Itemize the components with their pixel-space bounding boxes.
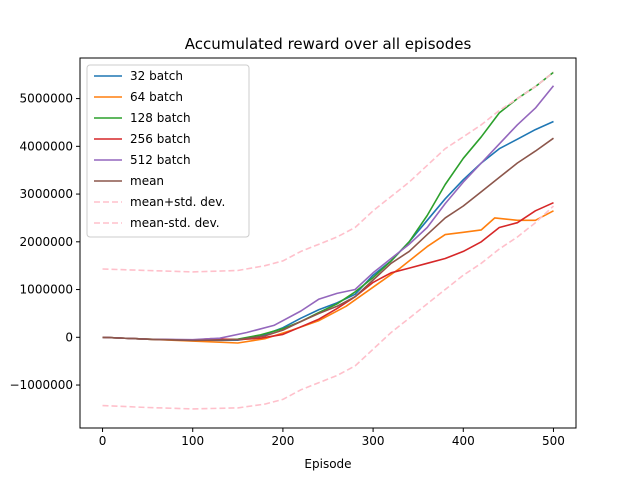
legend-label-4: 256 batch	[130, 132, 191, 146]
series-layer	[102, 71, 555, 410]
y-tick-label: 1000000	[20, 283, 73, 297]
x-tick-label: 400	[452, 434, 475, 448]
y-tick-label: 2000000	[20, 235, 73, 249]
legend-label-6: mean	[130, 174, 164, 188]
x-tick-label: 500	[542, 434, 565, 448]
x-axis-label: Episode	[304, 457, 351, 471]
series-line-6	[102, 137, 554, 342]
legend-label-3: 128 batch	[130, 111, 191, 125]
y-tick-label: 4000000	[20, 139, 73, 153]
series-line-2	[102, 210, 554, 344]
legend-label-8: mean-std. dev.	[130, 216, 220, 230]
legend-frame	[86, 64, 250, 238]
series-line-7	[102, 71, 554, 273]
chart-title: Accumulated reward over all episodes	[185, 35, 472, 53]
legend: 32 batch 64 batch 128 batch 256 batch 512 ba…	[86, 64, 250, 238]
x-tick-label: 100	[181, 434, 204, 448]
legend-label-2: 64 batch	[130, 90, 183, 104]
legend-label-5: 512 batch	[130, 153, 191, 167]
series-line-5	[102, 85, 555, 341]
y-tick-label: 3000000	[20, 187, 73, 201]
y-tick-label: 5000000	[20, 92, 73, 106]
x-tick-label: 200	[271, 434, 294, 448]
x-axis: 0 100 200 300 400 500	[99, 428, 565, 448]
x-tick-label: 300	[362, 434, 385, 448]
y-tick-label: −1000000	[10, 378, 74, 392]
legend-label-1: 32 batch	[130, 69, 183, 83]
x-tick-label: 0	[99, 434, 107, 448]
y-tick-label: 0	[65, 330, 73, 344]
series-line-3	[102, 71, 554, 341]
legend-label-7: mean+std. dev.	[130, 195, 225, 209]
y-axis: −1000000 0 1000000 2000000 3000000 4000000 500…	[10, 92, 80, 392]
plot-frame	[79, 57, 577, 429]
series-line-8	[102, 205, 555, 410]
